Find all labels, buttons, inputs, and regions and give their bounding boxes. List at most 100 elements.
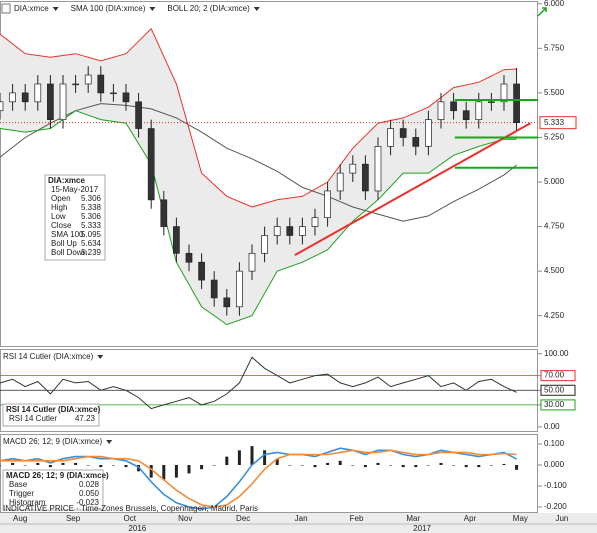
- candle-body: [513, 83, 520, 124]
- y-tick-label: 4.250: [544, 311, 565, 320]
- y-tick-label: 50.00: [544, 385, 565, 394]
- candle-body: [349, 163, 357, 174]
- candle-body: [462, 110, 470, 120]
- footnote: INDICATIVE PRICE · Time-Zones Brussels, …: [3, 504, 258, 513]
- info-row-value: 0.050: [79, 489, 100, 498]
- histogram-bar: [0, 465, 2, 466]
- info-row-value: 5.239: [81, 248, 102, 257]
- candle-body: [488, 101, 495, 103]
- histogram-bar: [111, 465, 115, 466]
- candle-body: [299, 226, 306, 236]
- histogram-bar: [200, 465, 204, 470]
- info-row-value: 5.306: [81, 212, 102, 221]
- info-row-value: 47.23: [75, 414, 96, 423]
- histogram-bar: [376, 462, 380, 466]
- histogram-bar: [250, 446, 254, 466]
- candle-body: [286, 226, 294, 236]
- histogram-bar: [275, 458, 279, 466]
- header-label[interactable]: SMA 100 (DIA:xmce): [71, 4, 146, 13]
- info-row-value: 5.634: [81, 239, 102, 248]
- level-label-box: [540, 384, 576, 396]
- candle-body: [261, 235, 268, 254]
- histogram-bar: [187, 465, 191, 474]
- candle-body: [59, 83, 67, 120]
- last-price-label: 5.333: [544, 118, 565, 127]
- y-tick-label: 5.750: [544, 43, 565, 52]
- histogram-bar: [477, 465, 481, 468]
- level-label-box: [540, 399, 576, 411]
- price-panel: [0, 1, 538, 347]
- candle-body: [135, 101, 142, 129]
- histogram-bar: [326, 462, 330, 466]
- x-tick-label: Jan: [295, 514, 308, 523]
- header-label[interactable]: BOLL 20; 2 (DIA:xmce): [167, 4, 250, 13]
- y-tick-label: 0.00: [544, 422, 560, 431]
- histogram-bar: [426, 465, 430, 466]
- candle-body: [273, 226, 281, 236]
- candle-body: [223, 297, 231, 308]
- dropdown-arrow[interactable]: [253, 7, 260, 11]
- y-tick-label: 6.000: [544, 0, 565, 8]
- y-tick-label: 30.00: [544, 400, 565, 409]
- candle-body: [147, 128, 155, 201]
- x-tick-label: Jun: [555, 514, 568, 523]
- bollinger-band: [0, 28, 517, 325]
- dropdown-arrow[interactable]: [97, 355, 104, 359]
- dropdown-arrow[interactable]: [149, 7, 156, 11]
- candle-body: [324, 190, 331, 219]
- trend-icon[interactable]: [537, 7, 547, 17]
- y-tick-label: 4.500: [544, 266, 565, 275]
- indicator-line: [0, 356, 517, 410]
- header-label[interactable]: DIA:xmce: [14, 4, 49, 13]
- chart-icon[interactable]: [1, 3, 11, 14]
- candle-body: [47, 83, 54, 120]
- info-row-label: High: [51, 203, 67, 212]
- histogram-bar: [464, 465, 468, 468]
- x-tick-label: Feb: [350, 514, 364, 523]
- histogram-bar: [313, 465, 317, 468]
- dropdown-arrow[interactable]: [52, 7, 59, 11]
- panel-title[interactable]: RSI 14 Cutler (DIA:xmce): [3, 352, 94, 361]
- x-tick-label: Nov: [178, 514, 192, 523]
- x-tick-label: Sep: [66, 514, 81, 523]
- y-tick-label: 100.00: [544, 349, 569, 358]
- histogram-bar: [23, 465, 27, 466]
- year-label: 2016: [128, 524, 146, 533]
- last-price-box: [539, 116, 577, 130]
- dropdown-arrow[interactable]: [106, 440, 113, 444]
- histogram-bar: [212, 465, 216, 466]
- macd-line: [0, 449, 517, 508]
- histogram-bar: [338, 460, 342, 466]
- info-row-label: Low: [51, 212, 66, 221]
- candle-body: [84, 74, 92, 85]
- histogram-bar: [99, 465, 103, 468]
- histogram-bar: [237, 450, 241, 466]
- histogram-bar: [149, 465, 153, 478]
- x-tick-label: Dec: [236, 514, 250, 523]
- histogram-bar: [401, 465, 405, 468]
- candle-body: [0, 101, 4, 112]
- x-tick-label: May: [513, 514, 528, 523]
- x-tick-label: Mar: [406, 514, 420, 523]
- trend-line: [294, 122, 531, 256]
- histogram-bar: [439, 462, 443, 466]
- overlay-line: [0, 110, 517, 326]
- histogram-bar: [162, 465, 166, 480]
- candle-body: [425, 119, 432, 147]
- histogram-bar: [363, 465, 367, 468]
- panel-title[interactable]: MACD 26; 12; 9 (DIA:xmce): [3, 437, 102, 446]
- histogram-bar: [414, 465, 418, 468]
- info-box-title: RSI 14 Cutler (DIA:xmce): [6, 405, 101, 414]
- histogram-bar: [489, 465, 493, 466]
- histogram-bar: [174, 465, 178, 478]
- info-row-value: 0.028: [79, 480, 100, 489]
- histogram-bar: [86, 465, 90, 466]
- histogram-bar: [48, 465, 52, 468]
- histogram-bar: [74, 462, 78, 466]
- candle-body: [72, 83, 79, 86]
- y-tick-label: 70.00: [544, 371, 565, 380]
- year-label: 2017: [413, 524, 431, 533]
- histogram-bar: [61, 462, 65, 466]
- y-tick-label: 0.100: [544, 439, 565, 448]
